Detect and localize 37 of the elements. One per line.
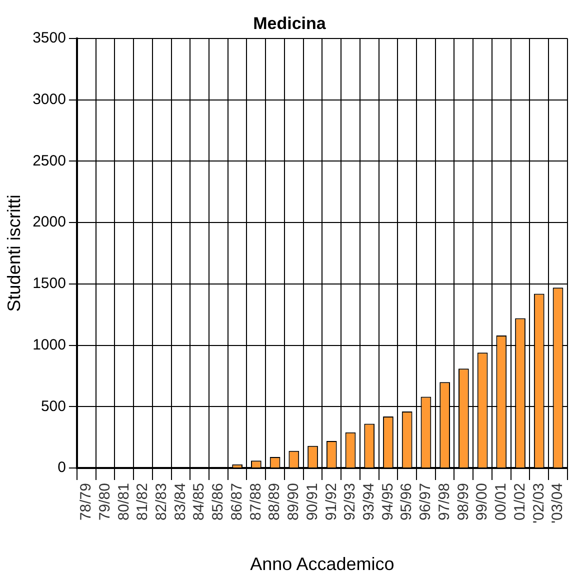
x-tick-label: 78/79 bbox=[78, 483, 95, 521]
x-tick-label: 92/93 bbox=[342, 483, 359, 521]
x-tick-label: 89/90 bbox=[285, 483, 302, 521]
y-tick-label: 2500 bbox=[32, 152, 66, 170]
x-tick-label: 88/89 bbox=[266, 483, 284, 521]
x-tick-label: 91/92 bbox=[322, 483, 340, 521]
x-tick-label: 86/87 bbox=[228, 483, 246, 521]
x-tick-label: 80/81 bbox=[115, 483, 132, 521]
y-tick-label: 3000 bbox=[32, 90, 66, 108]
y-tick-label: 1500 bbox=[32, 275, 66, 292]
y-tick-label: 3500 bbox=[32, 30, 66, 47]
x-tick-label: 90/91 bbox=[304, 483, 321, 521]
y-tick-label: 500 bbox=[40, 398, 66, 415]
x-axis-title: Anno Accademico bbox=[250, 554, 394, 574]
x-tick-label: 93/94 bbox=[360, 483, 378, 521]
x-tick-label: 95/96 bbox=[398, 483, 416, 521]
x-tick-label: 79/80 bbox=[96, 483, 114, 521]
x-tick-label: '02/03 bbox=[530, 483, 548, 524]
x-tick-label: 01/02 bbox=[511, 483, 528, 521]
x-tick-label: 81/82 bbox=[134, 483, 152, 521]
x-tick-label: '03/04 bbox=[549, 483, 566, 524]
y-axis-title: Studenti iscritti bbox=[4, 194, 24, 312]
x-tick-label: 87/88 bbox=[247, 483, 264, 521]
x-tick-label: 82/83 bbox=[153, 483, 170, 521]
y-tick-label: 1000 bbox=[32, 336, 66, 354]
x-tick-label: 94/95 bbox=[379, 483, 396, 521]
x-tick-label: 00/01 bbox=[492, 483, 510, 521]
x-tick-label: 84/85 bbox=[190, 483, 208, 521]
y-tick-label: 2000 bbox=[32, 214, 66, 231]
x-tick-label: 83/84 bbox=[172, 483, 189, 521]
x-tick-label: 85/86 bbox=[210, 483, 227, 521]
y-tick-label: 0 bbox=[58, 459, 66, 476]
x-tick-label: 99/00 bbox=[474, 483, 491, 521]
x-tick-label: 98/99 bbox=[454, 483, 472, 521]
x-tick-label: 97/98 bbox=[436, 483, 453, 521]
x-tick-label: 96/97 bbox=[417, 483, 434, 521]
chart-title: Medicina bbox=[253, 14, 326, 33]
